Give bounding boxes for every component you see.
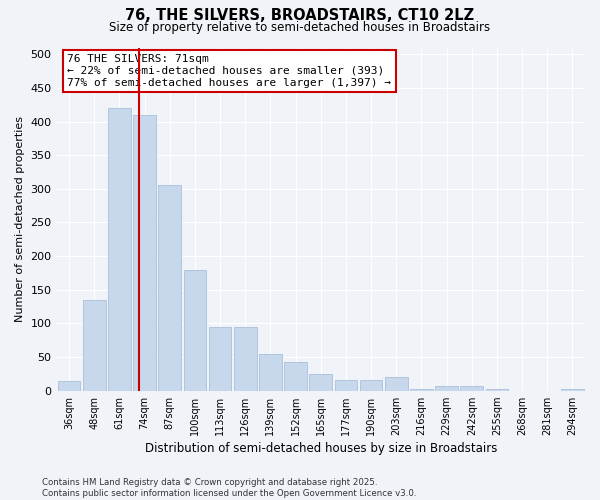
Bar <box>58 380 80 390</box>
X-axis label: Distribution of semi-detached houses by size in Broadstairs: Distribution of semi-detached houses by … <box>145 442 497 455</box>
Bar <box>561 388 584 390</box>
Bar <box>284 362 307 390</box>
Bar <box>158 186 181 390</box>
Text: 76 THE SILVERS: 71sqm
← 22% of semi-detached houses are smaller (393)
77% of sem: 76 THE SILVERS: 71sqm ← 22% of semi-deta… <box>67 54 391 88</box>
Bar <box>83 300 106 390</box>
Bar <box>360 380 382 390</box>
Bar <box>259 354 282 391</box>
Bar <box>209 327 232 390</box>
Bar <box>435 386 458 390</box>
Text: 76, THE SILVERS, BROADSTAIRS, CT10 2LZ: 76, THE SILVERS, BROADSTAIRS, CT10 2LZ <box>125 8 475 22</box>
Bar <box>133 115 156 390</box>
Bar <box>410 388 433 390</box>
Bar <box>385 377 407 390</box>
Text: Size of property relative to semi-detached houses in Broadstairs: Size of property relative to semi-detach… <box>109 21 491 34</box>
Bar <box>184 270 206 390</box>
Bar <box>335 380 357 390</box>
Text: Contains HM Land Registry data © Crown copyright and database right 2025.
Contai: Contains HM Land Registry data © Crown c… <box>42 478 416 498</box>
Bar <box>234 327 257 390</box>
Bar <box>460 386 483 390</box>
Bar <box>310 374 332 390</box>
Bar <box>108 108 131 391</box>
Y-axis label: Number of semi-detached properties: Number of semi-detached properties <box>15 116 25 322</box>
Bar <box>485 388 508 390</box>
